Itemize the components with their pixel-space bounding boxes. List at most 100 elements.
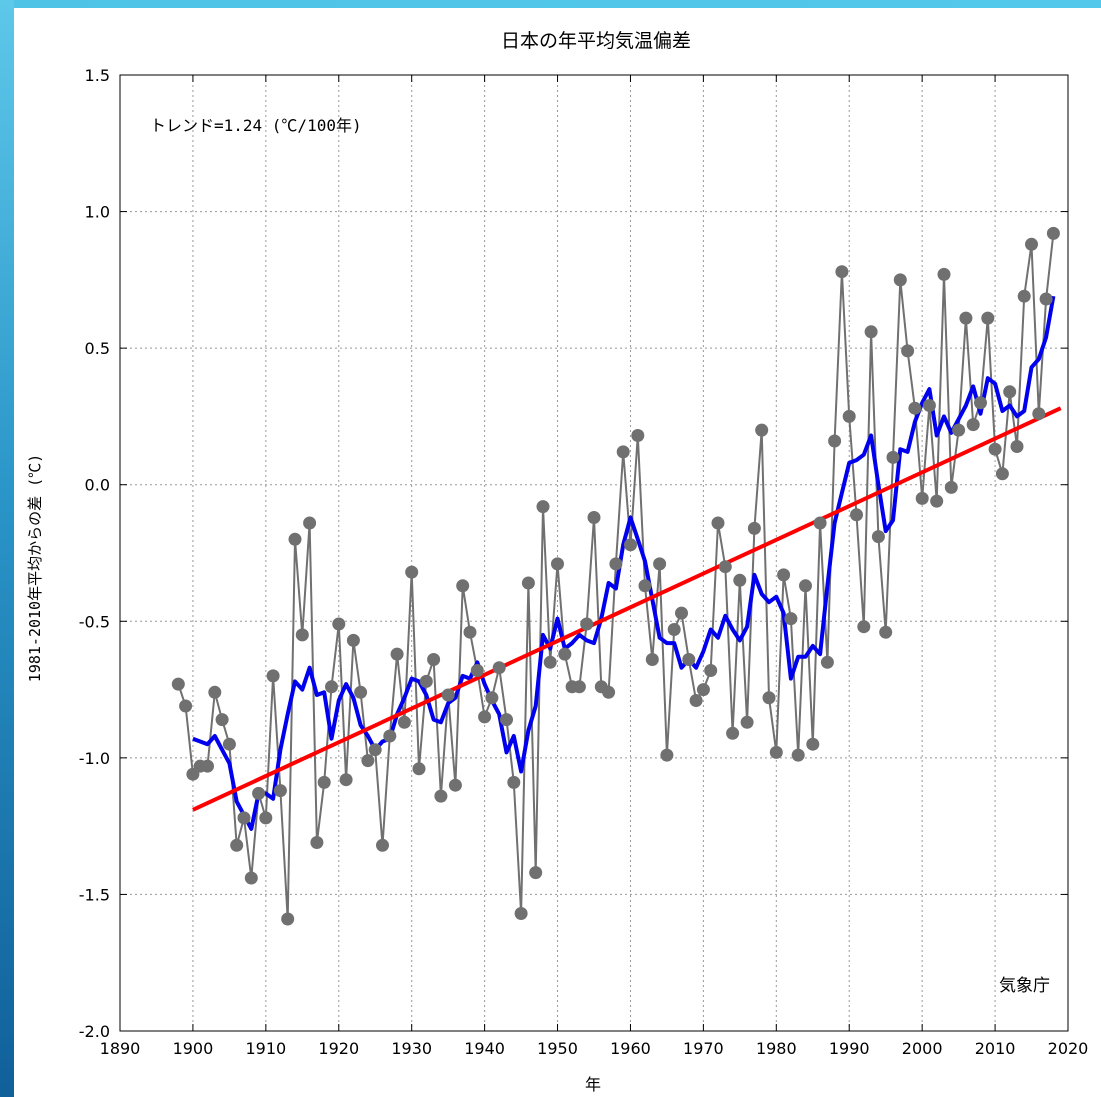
trend-line	[192, 406, 1062, 812]
annual-data-point	[922, 399, 936, 412]
annual-data-point	[507, 775, 521, 789]
chart-title: 日本の年平均気温偏差	[501, 30, 691, 52]
annual-data-point	[886, 450, 900, 464]
frame-top-bar	[0, 0, 1101, 8]
annual-data-point	[259, 811, 273, 825]
annual-data-point	[864, 325, 878, 339]
annual-data-point	[441, 688, 455, 702]
annual-data-point	[463, 625, 477, 639]
x-tick-label: 1960	[610, 1039, 651, 1058]
annual-data-point	[419, 674, 433, 688]
annual-data-point	[1039, 292, 1053, 306]
annual-data-point	[820, 655, 834, 669]
annual-data-point	[405, 565, 419, 579]
annual-data-point	[682, 653, 696, 666]
y-axis-label: 1981-2010年平均からの差 (℃)	[26, 454, 44, 682]
x-tick-label: 1910	[245, 1039, 286, 1058]
credit-label: 気象庁	[999, 976, 1050, 996]
y-tick-label: 0.5	[85, 339, 110, 358]
annual-data-point	[397, 715, 411, 729]
annual-data-point	[988, 442, 1002, 456]
x-tick-label: 2020	[1048, 1039, 1089, 1058]
annual-data-point	[470, 664, 484, 677]
annual-data-point	[521, 576, 535, 590]
annual-data-point	[339, 773, 353, 787]
annual-data-point	[747, 521, 761, 535]
annual-data-point	[383, 729, 397, 743]
annual-data-point	[412, 762, 426, 776]
annual-data-point	[543, 655, 557, 669]
annual-data-point	[361, 754, 375, 768]
annual-data-point	[1046, 226, 1060, 240]
annual-data-point	[952, 423, 966, 437]
annual-data-point	[230, 838, 244, 852]
annual-data-point	[908, 401, 922, 415]
annual-data-point	[332, 617, 346, 631]
annual-data-point	[346, 633, 360, 647]
annual-data-point	[325, 680, 338, 694]
x-tick-label: 1940	[464, 1039, 505, 1058]
annual-data-point	[944, 480, 958, 494]
annual-data-point	[733, 573, 747, 587]
annual-data-point	[558, 647, 572, 661]
annual-data-point	[572, 680, 586, 694]
annual-data-point	[1017, 289, 1031, 303]
annual-data-point	[222, 737, 236, 751]
annual-data-point	[726, 726, 740, 740]
x-axis-label: 年	[585, 1075, 601, 1094]
annual-data-point	[390, 647, 404, 661]
annual-data-point	[602, 685, 616, 699]
annual-data-point	[835, 265, 849, 279]
annual-data-point	[448, 778, 462, 792]
annual-data-point	[303, 516, 317, 530]
annual-data-point	[580, 617, 594, 631]
annual-data-point	[966, 418, 980, 432]
annual-data-point	[959, 311, 973, 325]
annual-data-point	[777, 568, 791, 582]
annual-data-point	[689, 694, 703, 707]
y-tick-label: 0.0	[85, 476, 110, 495]
x-tick-label: 1930	[391, 1039, 432, 1058]
annual-data-point	[492, 661, 506, 675]
annual-data-point	[179, 699, 193, 713]
annual-data-point	[799, 579, 812, 593]
annual-data-point	[171, 677, 185, 691]
y-tick-label: -0.5	[79, 612, 110, 631]
y-tick-label: -1.5	[79, 885, 110, 904]
trend-annotation: トレンド=1.24 (℃/100年)	[150, 116, 362, 135]
annual-data-point	[609, 557, 623, 571]
annual-data-point	[368, 743, 382, 757]
annual-data-point	[208, 685, 222, 699]
y-tick-label: 1.0	[85, 203, 110, 222]
annual-data-point	[675, 606, 688, 620]
annual-data-point	[638, 579, 652, 593]
y-tick-label: -2.0	[79, 1022, 110, 1041]
annual-data-point	[624, 538, 637, 552]
annual-data-point	[704, 664, 718, 677]
annual-data-point	[711, 516, 725, 530]
annual-data-point	[252, 786, 266, 800]
annual-data-point	[857, 620, 871, 634]
x-tick-label: 1890	[100, 1039, 141, 1058]
annual-data-point	[295, 628, 309, 642]
annual-data-point	[718, 560, 732, 574]
annual-data-point	[288, 532, 302, 546]
annual-data-point	[1010, 440, 1024, 453]
annual-data-point	[755, 423, 769, 437]
axis-ticks	[119, 74, 1069, 1032]
annual-data-point	[237, 811, 251, 825]
annual-data-point	[529, 866, 543, 880]
plot-area-frame	[119, 74, 1069, 1032]
annual-data-point	[317, 775, 331, 789]
frame-left-bar	[0, 0, 14, 1097]
y-tick-label: 1.5	[85, 66, 110, 85]
annual-data-point	[769, 745, 783, 759]
annual-data-point	[696, 683, 710, 697]
grid-lines	[120, 75, 1068, 1031]
annual-data-point	[456, 579, 470, 593]
annual-data-point	[201, 759, 214, 773]
y-tick-labels: -2.0 -1.5 -1.0 -0.5 0.0 0.5 1.0 1.5	[79, 66, 110, 1041]
annual-data-point	[645, 653, 659, 666]
x-tick-label: 2010	[975, 1039, 1016, 1058]
